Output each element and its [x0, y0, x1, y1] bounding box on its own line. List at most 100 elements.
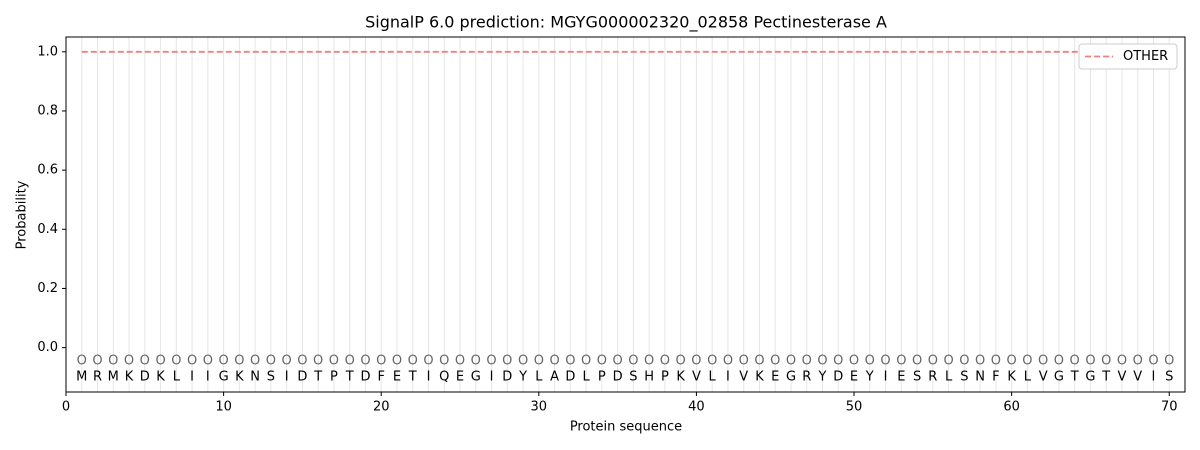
prediction-label: O	[1007, 353, 1017, 368]
x-tick-label: 30	[531, 400, 548, 415]
y-axis-label: Probability	[15, 180, 30, 249]
prediction-label: O	[140, 353, 150, 368]
residue-label: E	[897, 370, 905, 385]
residue-label: K	[156, 370, 165, 385]
prediction-label: O	[376, 353, 386, 368]
residue-label: D	[360, 370, 370, 385]
residue-label: S	[913, 370, 921, 385]
prediction-label: O	[155, 353, 165, 368]
residue-label: S	[960, 370, 968, 385]
prediction-label: O	[786, 353, 796, 368]
prediction-label: O	[991, 353, 1001, 368]
residue-label: R	[928, 370, 937, 385]
residue-label: V	[1118, 370, 1127, 385]
residue-label: G	[1085, 370, 1095, 385]
residue-label: K	[676, 370, 685, 385]
x-tick-label: 70	[1161, 400, 1178, 415]
prediction-label: O	[282, 353, 292, 368]
x-axis-label: Protein sequence	[570, 420, 682, 435]
prediction-label: O	[77, 353, 87, 368]
prediction-label: O	[912, 353, 922, 368]
prediction-label: O	[549, 353, 559, 368]
residue-label: N	[975, 370, 985, 385]
residue-label: G	[219, 370, 229, 385]
residue-label: N	[250, 370, 260, 385]
prediction-label: O	[171, 353, 181, 368]
residue-label: G	[1054, 370, 1064, 385]
prediction-label: O	[770, 353, 780, 368]
residue-label: E	[456, 370, 464, 385]
y-tick-label: 0.8	[37, 103, 58, 118]
residue-label: T	[1070, 370, 1079, 385]
residue-label: M	[76, 370, 87, 385]
residue-label: D	[565, 370, 575, 385]
residue-label: L	[582, 370, 590, 385]
prediction-label: O	[392, 353, 402, 368]
residue-label: K	[235, 370, 244, 385]
x-tick-label: 0	[62, 400, 70, 415]
residue-label: R	[802, 370, 811, 385]
prediction-label: O	[723, 353, 733, 368]
residue-label: D	[502, 370, 512, 385]
x-tick-label: 60	[1003, 400, 1020, 415]
x-tick-label: 10	[215, 400, 232, 415]
prediction-label: O	[880, 353, 890, 368]
prediction-label: O	[754, 353, 764, 368]
residue-label: I	[1152, 370, 1156, 385]
residue-label: K	[125, 370, 134, 385]
residue-label: I	[726, 370, 730, 385]
prediction-label: O	[613, 353, 623, 368]
residue-label: I	[427, 370, 431, 385]
prediction-label: O	[455, 353, 465, 368]
prediction-label: O	[865, 353, 875, 368]
residue-label: G	[786, 370, 796, 385]
prediction-label: O	[203, 353, 213, 368]
residue-label: P	[661, 370, 669, 385]
prediction-label: O	[187, 353, 197, 368]
plot-frame	[65, 36, 1186, 393]
residue-label: Y	[818, 370, 827, 385]
prediction-label: O	[739, 353, 749, 368]
residue-label: F	[377, 370, 384, 385]
prediction-label: O	[1085, 353, 1095, 368]
prediction-label: O	[1054, 353, 1064, 368]
y-tick-label: 1.0	[37, 44, 58, 59]
prediction-label: O	[534, 353, 544, 368]
residue-label: I	[884, 370, 888, 385]
prediction-label: O	[408, 353, 418, 368]
residue-label: F	[992, 370, 999, 385]
prediction-label: O	[597, 353, 607, 368]
prediction-label: O	[833, 353, 843, 368]
prediction-label: O	[928, 353, 938, 368]
residue-label: Q	[439, 370, 449, 385]
prediction-label: O	[959, 353, 969, 368]
prediction-label: O	[234, 353, 244, 368]
residue-label: S	[629, 370, 637, 385]
prediction-label: O	[660, 353, 670, 368]
residue-label: S	[1165, 370, 1173, 385]
x-tick-label: 40	[688, 400, 705, 415]
residue-label: T	[313, 370, 322, 385]
prediction-label: O	[313, 353, 323, 368]
residue-label: E	[850, 370, 858, 385]
prediction-label: O	[297, 353, 307, 368]
residue-label: I	[190, 370, 194, 385]
prediction-label: O	[1148, 353, 1158, 368]
residue-label: H	[644, 370, 654, 385]
prediction-label: O	[345, 353, 355, 368]
residue-label: T	[408, 370, 417, 385]
residue-label: T	[1101, 370, 1110, 385]
prediction-label: O	[502, 353, 512, 368]
prediction-label: O	[849, 353, 859, 368]
prediction-label: O	[896, 353, 906, 368]
prediction-label: O	[360, 353, 370, 368]
prediction-label: O	[1070, 353, 1080, 368]
x-tick-label: 50	[846, 400, 863, 415]
residue-label: L	[173, 370, 181, 385]
prediction-label: O	[975, 353, 985, 368]
residue-label: V	[1039, 370, 1048, 385]
prediction-label: O	[439, 353, 449, 368]
residue-label: D	[613, 370, 623, 385]
prediction-label: O	[644, 353, 654, 368]
